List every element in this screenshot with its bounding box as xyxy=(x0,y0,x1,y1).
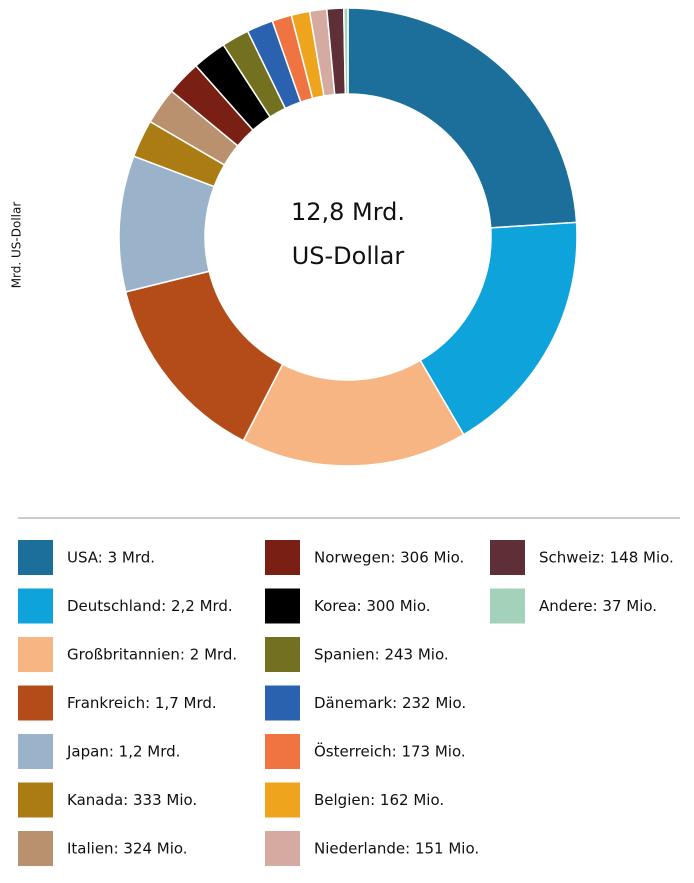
legend-label: Andere: 37 Mio. xyxy=(539,597,657,615)
legend-swatch xyxy=(18,831,53,866)
legend-swatch xyxy=(265,685,300,721)
legend-label: Deutschland: 2,2 Mrd. xyxy=(67,597,233,615)
legend-label: Schweiz: 148 Mio. xyxy=(539,549,674,567)
legend-swatch xyxy=(18,588,53,624)
legend-label: Kanada: 333 Mio. xyxy=(67,791,197,809)
donut-segment xyxy=(342,7,349,95)
legend-label: Spanien: 243 Mio. xyxy=(314,646,449,664)
legend-label: Frankreich: 1,7 Mrd. xyxy=(67,694,217,712)
legend-label: Italien: 324 Mio. xyxy=(67,840,188,858)
legend-swatch xyxy=(490,540,525,575)
legend-swatch xyxy=(18,734,53,769)
legend-label: Japan: 1,2 Mrd. xyxy=(66,743,180,761)
legend-swatch xyxy=(18,685,53,721)
legend-swatch xyxy=(265,734,300,769)
legend-swatch xyxy=(18,540,53,575)
legend-swatch xyxy=(490,588,525,624)
center-label: US-Dollar xyxy=(292,242,405,270)
legend-swatch xyxy=(265,588,300,624)
legend-label: Niederlande: 151 Mio. xyxy=(314,840,479,858)
axis-label: Mrd. US-Dollar xyxy=(10,202,24,289)
legend-label: Großbritannien: 2 Mrd. xyxy=(67,646,237,664)
legend-label: Belgien: 162 Mio. xyxy=(314,791,444,809)
legend-swatch xyxy=(265,831,300,866)
legend-label: USA: 3 Mrd. xyxy=(67,549,155,567)
legend-swatch xyxy=(18,782,53,818)
legend-swatch xyxy=(265,637,300,672)
legend-label: Norwegen: 306 Mio. xyxy=(314,549,464,567)
legend-swatch xyxy=(18,637,53,672)
donut-segment xyxy=(347,7,578,229)
legend-label: Dänemark: 232 Mio. xyxy=(314,694,466,712)
legend-label: Korea: 300 Mio. xyxy=(314,597,431,615)
center-label: 12,8 Mrd. xyxy=(291,198,405,226)
donut-segment xyxy=(419,221,578,436)
legend-swatch xyxy=(265,540,300,575)
legend-label: Österreich: 173 Mio. xyxy=(314,742,466,761)
legend-swatch xyxy=(265,782,300,818)
